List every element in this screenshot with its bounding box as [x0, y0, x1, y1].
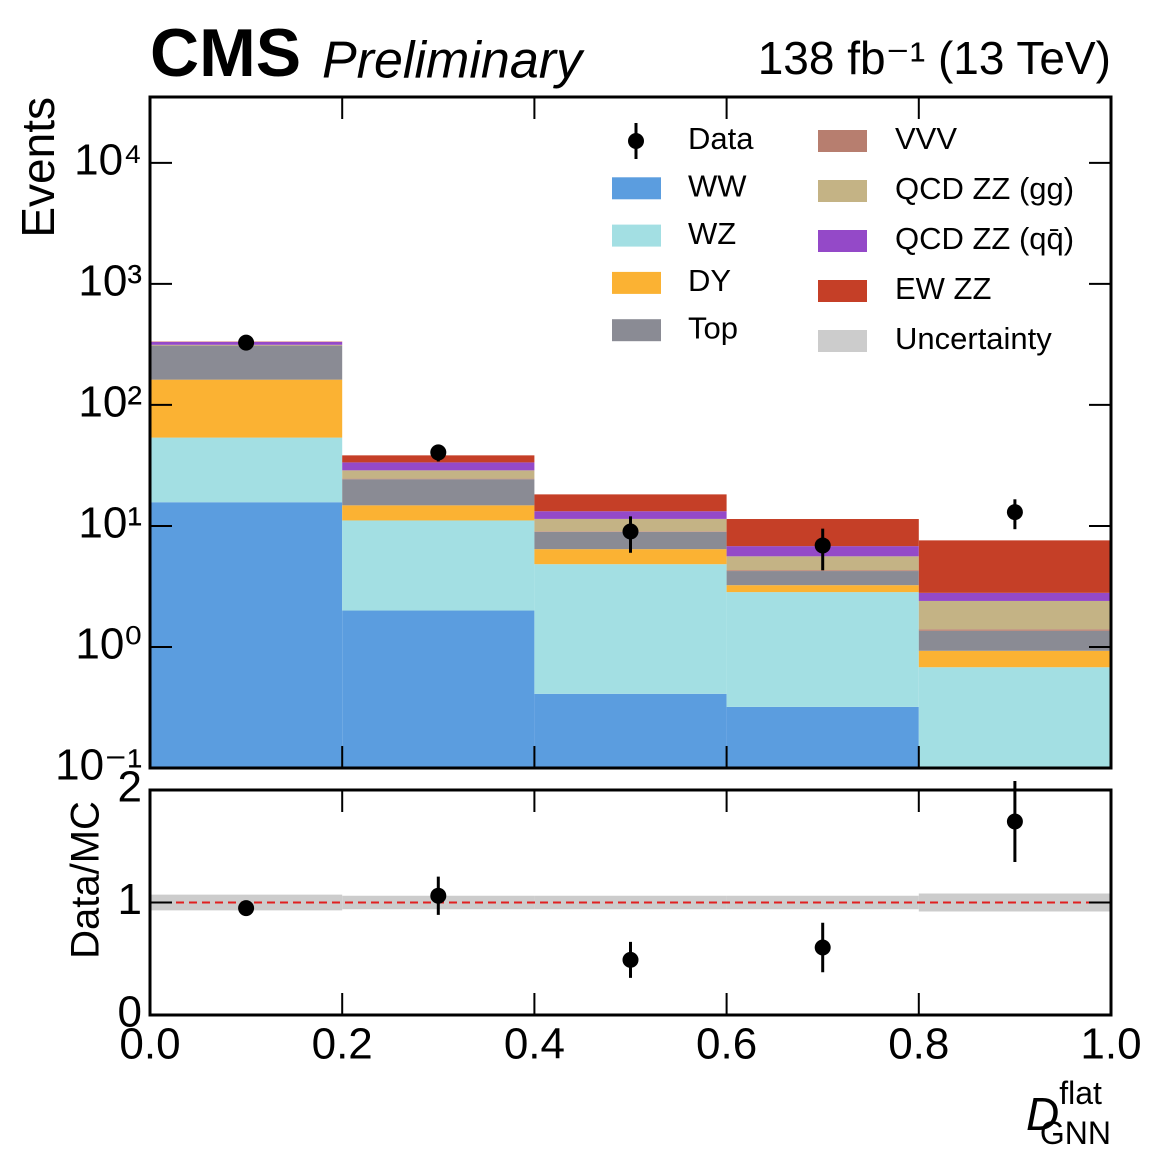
- data-point: [622, 523, 639, 540]
- stack-segment: [918, 540, 1111, 593]
- y-tick-label: 10⁰: [75, 620, 142, 669]
- stack-segment: [342, 462, 535, 471]
- status: Preliminary: [322, 32, 585, 90]
- stack-segment: [726, 585, 919, 593]
- legend-swatch: [612, 271, 661, 294]
- stack-segment: [342, 610, 535, 768]
- experiment: CMS: [150, 15, 301, 91]
- legend-label: Data: [688, 121, 754, 156]
- x-tick-label: 0.8: [888, 1020, 949, 1069]
- legend-label: QCD ZZ (gg): [895, 171, 1074, 206]
- stack-segment: [726, 571, 919, 586]
- data-point: [430, 444, 447, 461]
- stack-segment: [534, 549, 727, 565]
- stack-segment: [918, 630, 1111, 651]
- legend-label: VVV: [895, 121, 957, 156]
- stack-segment: [726, 570, 919, 572]
- x-label-subscript: GNN: [1040, 1115, 1111, 1151]
- data-point: [814, 939, 831, 956]
- legend-marker: [628, 133, 644, 149]
- uncertainty-band: [534, 895, 727, 910]
- stack-segment: [726, 706, 919, 768]
- legend-swatch: [818, 180, 867, 202]
- legend-swatch: [818, 330, 867, 352]
- stack-segment: [918, 600, 1111, 630]
- legend-swatch: [818, 130, 867, 152]
- legend-swatch: [612, 224, 661, 247]
- x-tick-label: 0.6: [696, 1020, 757, 1069]
- stack-segment: [918, 629, 1111, 631]
- stack-segment: [918, 592, 1111, 601]
- data-point: [1006, 813, 1023, 830]
- legend-label: DY: [688, 263, 731, 298]
- x-label-superscript: flat: [1059, 1075, 1102, 1111]
- legend-label: WZ: [688, 216, 736, 251]
- plot-frame: [148, 95, 1113, 770]
- data-point: [1006, 504, 1023, 521]
- stack-segment: [918, 667, 1111, 768]
- stack-segment: [342, 479, 535, 506]
- legend-label: QCD ZZ (qq̄): [895, 221, 1074, 256]
- legend-label: Uncertainty: [895, 321, 1052, 356]
- legend-label: EW ZZ: [895, 271, 991, 306]
- y-tick-label: 10⁴: [74, 135, 142, 184]
- legend-swatch: [612, 177, 661, 200]
- y-tick-label: 10¹: [78, 499, 142, 548]
- stack-segment: [726, 592, 919, 707]
- stack-segment: [342, 478, 535, 480]
- legend-swatch: [612, 319, 661, 342]
- stack-segment: [342, 505, 535, 521]
- y-tick-label: 10⁻¹: [55, 741, 142, 790]
- y-tick-label: 1: [118, 875, 142, 924]
- ratio-y-axis-label: Data/MC: [64, 801, 108, 959]
- stack-segment: [150, 379, 343, 438]
- x-tick-label: 0.0: [119, 1020, 180, 1069]
- x-tick-label: 0.2: [312, 1020, 373, 1069]
- x-label-symbol: D: [1026, 1088, 1059, 1140]
- data-point: [622, 951, 639, 968]
- stack-segment: [150, 502, 343, 768]
- stack-segment: [534, 564, 727, 694]
- x-axis-label: Dflat GNN: [1026, 1075, 1111, 1151]
- x-tick-label: 0.4: [504, 1020, 565, 1069]
- legend-label: WW: [688, 168, 747, 203]
- y-tick-label: 2: [118, 763, 142, 812]
- data-point: [238, 900, 255, 917]
- stack-segment: [150, 345, 343, 380]
- data-point: [430, 887, 447, 904]
- y-axis-label: Events: [12, 97, 64, 238]
- y-tick-label: 10³: [78, 257, 142, 306]
- legend-label: Top: [688, 310, 738, 345]
- stack-segment: [918, 650, 1111, 668]
- luminosity: 138 fb⁻¹ (13 TeV): [758, 32, 1111, 84]
- stack-segment: [342, 520, 535, 611]
- legend-swatch: [818, 230, 867, 252]
- x-tick-label: 1.0: [1080, 1020, 1141, 1069]
- stack-segment: [534, 693, 727, 768]
- stack-segment: [150, 437, 343, 503]
- stack-segment: [534, 511, 727, 519]
- data-point: [238, 334, 255, 351]
- y-tick-label: 10²: [78, 378, 142, 427]
- data-point: [814, 537, 831, 554]
- legend-swatch: [818, 280, 867, 302]
- stack-segment: [534, 494, 727, 512]
- plot-frame: [148, 788, 1113, 1017]
- uncertainty-band: [726, 895, 919, 910]
- y-tick-label: 0: [118, 988, 142, 1037]
- stack-segment: [342, 470, 535, 479]
